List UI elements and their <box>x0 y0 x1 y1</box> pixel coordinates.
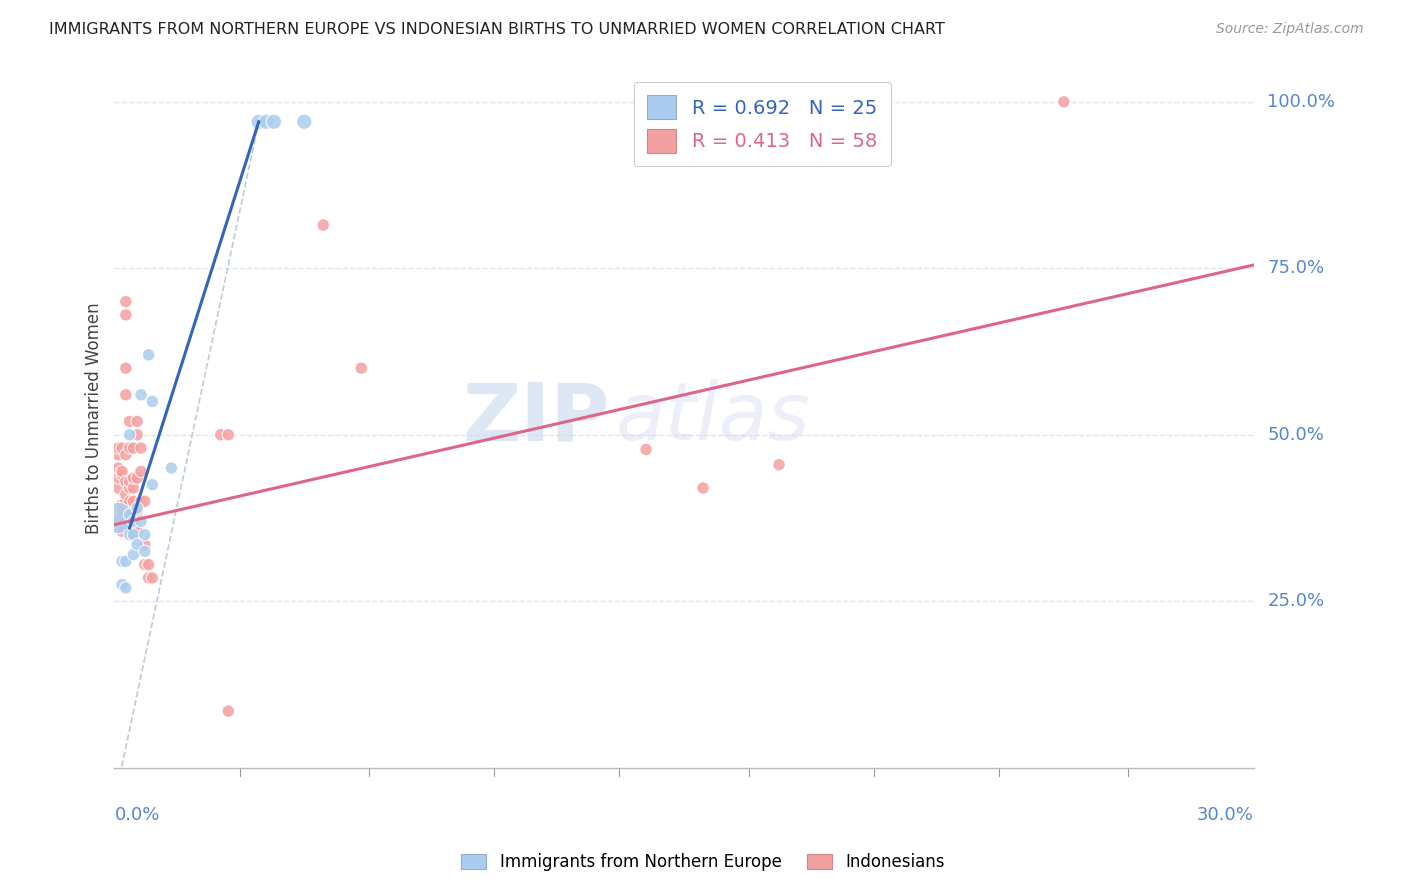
Point <box>107 471 129 485</box>
Point <box>114 388 136 402</box>
Point <box>768 458 790 472</box>
Point <box>217 427 239 442</box>
Point <box>134 538 156 552</box>
Point <box>118 475 141 489</box>
Point <box>107 481 129 495</box>
Point <box>111 554 134 568</box>
Point <box>107 448 129 462</box>
Point <box>114 581 136 595</box>
Point <box>160 461 183 475</box>
Point <box>263 115 285 129</box>
Point <box>129 388 152 402</box>
Point <box>111 511 134 525</box>
Point <box>114 308 136 322</box>
Point <box>122 471 145 485</box>
Point <box>127 427 149 442</box>
Text: 25.0%: 25.0% <box>1267 592 1324 610</box>
Point <box>111 441 134 455</box>
Point <box>107 511 129 525</box>
Point <box>141 571 163 585</box>
Point <box>1053 95 1076 109</box>
Point <box>134 527 156 541</box>
Point <box>118 441 141 455</box>
Text: 0.0%: 0.0% <box>114 806 160 824</box>
Point <box>111 467 134 482</box>
Point <box>118 414 141 428</box>
Point <box>134 558 156 572</box>
Point <box>118 427 141 442</box>
Point <box>122 527 145 541</box>
Text: IMMIGRANTS FROM NORTHERN EUROPE VS INDONESIAN BIRTHS TO UNMARRIED WOMEN CORRELAT: IMMIGRANTS FROM NORTHERN EUROPE VS INDON… <box>49 22 945 37</box>
Point <box>312 218 335 232</box>
Point <box>122 508 145 522</box>
Text: 50.0%: 50.0% <box>1267 425 1324 443</box>
Point <box>114 494 136 508</box>
Point <box>217 704 239 718</box>
Point <box>107 514 129 528</box>
Point <box>129 464 152 478</box>
Point <box>127 414 149 428</box>
Point <box>692 481 714 495</box>
Point <box>111 524 134 539</box>
Point <box>111 577 134 591</box>
Point <box>127 501 149 516</box>
Point <box>114 475 136 489</box>
Text: 100.0%: 100.0% <box>1267 93 1336 111</box>
Text: 75.0%: 75.0% <box>1267 260 1324 277</box>
Point <box>118 527 141 541</box>
Point <box>118 511 141 525</box>
Point <box>350 361 373 376</box>
Point <box>107 461 129 475</box>
Point <box>114 361 136 376</box>
Point <box>129 514 152 528</box>
Text: ZIP: ZIP <box>463 379 610 457</box>
Point <box>636 442 658 457</box>
Point <box>127 524 149 539</box>
Point <box>138 558 160 572</box>
Legend: Immigrants from Northern Europe, Indonesians: Immigrants from Northern Europe, Indones… <box>453 845 953 880</box>
Point <box>107 441 129 455</box>
Point <box>122 548 145 562</box>
Point <box>118 508 141 522</box>
Point <box>118 524 141 539</box>
Point <box>114 448 136 462</box>
Point <box>122 481 145 495</box>
Text: 30.0%: 30.0% <box>1197 806 1254 824</box>
Point <box>127 471 149 485</box>
Point <box>111 504 134 518</box>
Point <box>122 494 145 508</box>
Legend: R = 0.692   N = 25, R = 0.413   N = 58: R = 0.692 N = 25, R = 0.413 N = 58 <box>634 82 891 166</box>
Point <box>118 494 141 508</box>
Text: Source: ZipAtlas.com: Source: ZipAtlas.com <box>1216 22 1364 37</box>
Point <box>138 571 160 585</box>
Point <box>114 554 136 568</box>
Text: atlas: atlas <box>616 379 810 457</box>
Point <box>247 115 270 129</box>
Point <box>134 494 156 508</box>
Point <box>292 115 315 129</box>
Point <box>138 348 160 362</box>
Point <box>141 394 163 409</box>
Point <box>141 477 163 491</box>
Point <box>127 538 149 552</box>
Point <box>209 427 232 442</box>
Point <box>122 521 145 535</box>
Point <box>111 498 134 512</box>
Point <box>114 488 136 502</box>
Point <box>114 294 136 309</box>
Point <box>129 494 152 508</box>
Point <box>118 481 141 495</box>
Point <box>127 504 149 518</box>
Point <box>129 441 152 455</box>
Point <box>111 464 134 478</box>
Point <box>134 544 156 558</box>
Point <box>122 514 145 528</box>
Point <box>114 514 136 528</box>
Point <box>254 115 277 129</box>
Point <box>122 441 145 455</box>
Y-axis label: Births to Unmarried Women: Births to Unmarried Women <box>86 302 103 534</box>
